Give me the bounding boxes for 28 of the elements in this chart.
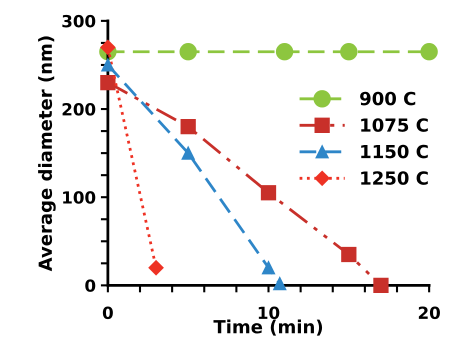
point (182, 146, 195, 160)
point (101, 58, 114, 72)
legend-label: 900 C (360, 92, 416, 106)
point (276, 43, 294, 60)
point (340, 43, 358, 60)
x-tick-label: 0 (102, 306, 113, 320)
y-tick-label: 0 (85, 279, 96, 292)
legend-label: 1250 C (361, 171, 428, 185)
x-tick-label: 10 (258, 306, 280, 320)
legend-label: 1075 C (361, 118, 428, 132)
point (100, 74, 116, 90)
point (273, 277, 286, 290)
point (260, 185, 276, 200)
y-axis-title: Average diameter (nm) (38, 36, 56, 272)
legend-label: 1150 C (361, 144, 428, 158)
point (180, 43, 197, 60)
y-tick-label: 200 (62, 103, 96, 116)
point (180, 119, 196, 134)
y-tick-label: 300 (62, 14, 96, 28)
point (148, 260, 164, 276)
y-tick-label: 100 (63, 191, 96, 204)
point (100, 40, 116, 55)
point (262, 261, 276, 274)
x-axis-title: Time (min) (213, 320, 322, 336)
x-tick-label: 20 (418, 306, 440, 320)
point (420, 43, 438, 60)
point (341, 246, 356, 262)
point (373, 278, 389, 293)
